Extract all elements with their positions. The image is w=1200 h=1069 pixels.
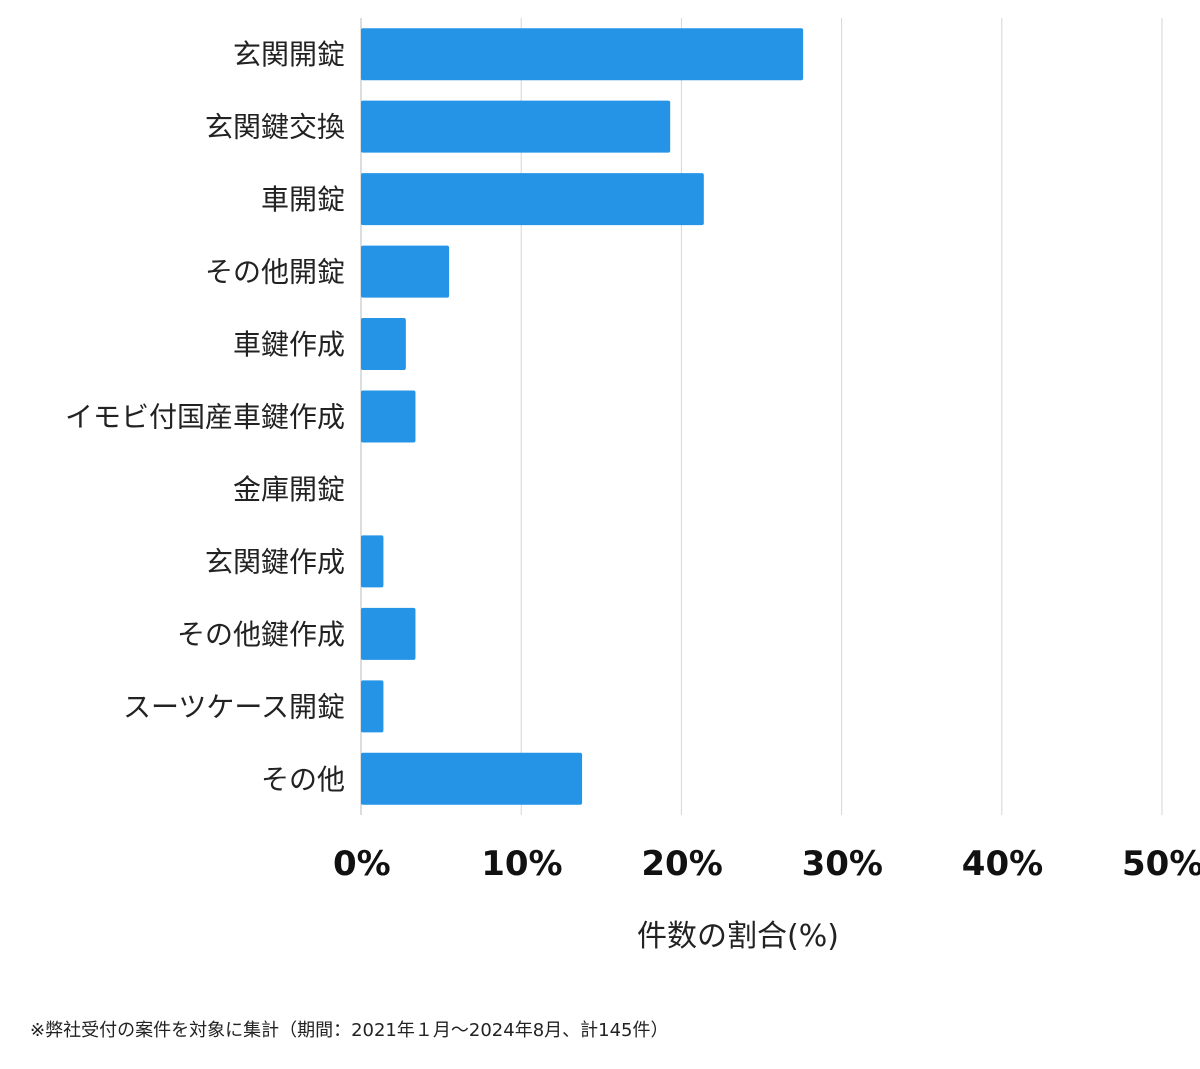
category-labels: 玄関開錠玄関鍵交換車開錠その他開錠車鍵作成イモビ付国産車鍵作成金庫開錠玄関鍵作成…	[65, 38, 345, 796]
x-tick-label: 40%	[962, 844, 1043, 884]
bar	[361, 245, 450, 298]
bar-chart: 玄関開錠玄関鍵交換車開錠その他開錠車鍵作成イモビ付国産車鍵作成金庫開錠玄関鍵作成…	[65, 18, 1200, 954]
bar	[361, 318, 406, 371]
category-label: 車鍵作成	[233, 328, 345, 361]
bar	[361, 535, 384, 588]
x-tick-label: 50%	[1122, 844, 1200, 884]
x-tick-label: 20%	[641, 844, 722, 884]
bars	[361, 28, 804, 805]
bar	[361, 607, 416, 660]
x-tick-label: 10%	[481, 844, 562, 884]
category-label: イモビ付国産車鍵作成	[65, 401, 345, 434]
footnote: ※弊社受付の案件を対象に集計（期間：2021年１月〜2024年8月、計145件）	[30, 1020, 669, 1041]
category-label: 玄関鍵交換	[205, 111, 345, 144]
x-tick-label: 0%	[333, 844, 391, 884]
bar	[361, 28, 804, 81]
bar	[361, 100, 671, 153]
bar	[361, 390, 416, 443]
category-label: 車開錠	[261, 183, 345, 216]
bar	[361, 680, 384, 733]
x-axis-title: 件数の割合(%)	[637, 919, 839, 954]
category-label: 玄関鍵作成	[205, 545, 345, 578]
category-label: スーツケース開錠	[123, 690, 345, 723]
category-label: その他	[261, 763, 345, 796]
category-label: 玄関開錠	[233, 38, 345, 71]
bar	[361, 752, 583, 805]
x-tick-label: 30%	[802, 844, 883, 884]
category-label: 金庫開錠	[233, 473, 345, 506]
x-tick-labels: 0% 10% 20% 30% 40% 50%	[333, 844, 1200, 884]
category-label: その他開錠	[205, 256, 345, 289]
bar	[361, 173, 704, 226]
category-label: その他鍵作成	[177, 618, 345, 651]
